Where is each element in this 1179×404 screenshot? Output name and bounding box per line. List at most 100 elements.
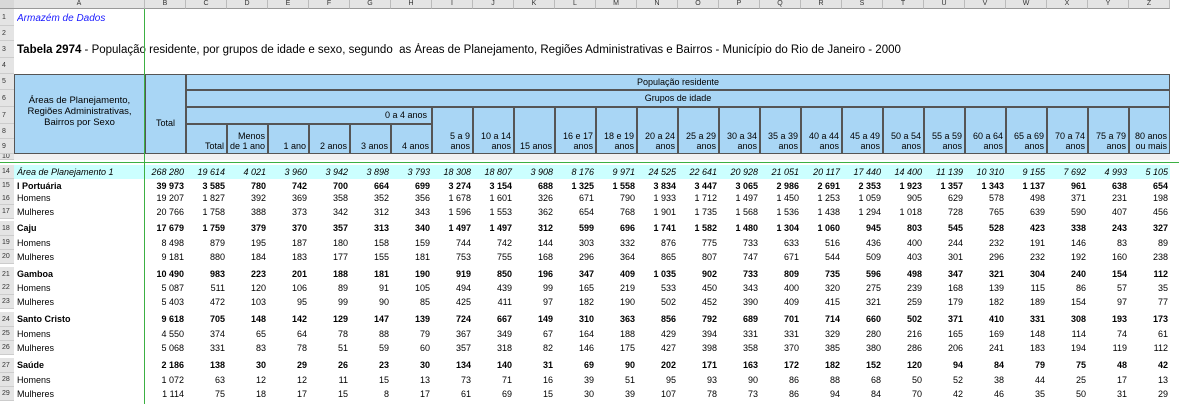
cell-value: 876 bbox=[660, 238, 676, 248]
cell-value: 303 bbox=[578, 238, 594, 248]
cell-value: 498 bbox=[1029, 193, 1045, 203]
row-label: Mulheres bbox=[17, 297, 55, 307]
column-letter: N bbox=[637, 0, 678, 9]
cell-value: 52 bbox=[952, 375, 963, 385]
cell-value: 320 bbox=[824, 283, 840, 293]
column-letter: X bbox=[1047, 0, 1088, 9]
column-header: 50 a 54 anos bbox=[883, 107, 924, 154]
cell-value: 4 993 bbox=[1104, 167, 1127, 177]
cell-value: 73 bbox=[460, 375, 471, 385]
cell-value: 363 bbox=[619, 314, 635, 324]
column-header: 40 a 44 anos bbox=[801, 107, 842, 154]
cell-value: 115 bbox=[1030, 283, 1045, 293]
cell-value: 64 bbox=[296, 329, 307, 339]
cell-value: 331 bbox=[742, 329, 758, 339]
row-number: 23 bbox=[0, 295, 14, 309]
highlight-row bbox=[14, 165, 1170, 179]
cell-value: 1 933 bbox=[653, 193, 676, 203]
freeze-line-vertical bbox=[144, 9, 145, 404]
column-letter: M bbox=[596, 0, 637, 9]
cell-value: 509 bbox=[865, 252, 881, 262]
cell-value: 140 bbox=[496, 360, 512, 370]
cell-value: 216 bbox=[906, 329, 922, 339]
cell-value: 660 bbox=[865, 314, 881, 324]
cell-value: 39 bbox=[624, 389, 635, 399]
cell-value: 400 bbox=[906, 238, 922, 248]
cell-value: 17 679 bbox=[156, 223, 184, 233]
cell-value: 340 bbox=[414, 223, 430, 233]
column-header: 30 a 34 anos bbox=[719, 107, 760, 154]
cell-value: 671 bbox=[783, 252, 799, 262]
column-header: 2 anos bbox=[309, 124, 350, 154]
column-letter: B bbox=[145, 0, 186, 9]
cell-value: 1 059 bbox=[858, 193, 881, 203]
cell-value: 629 bbox=[947, 193, 963, 203]
row-number: 1 bbox=[0, 9, 14, 26]
cell-value: 88 bbox=[378, 329, 389, 339]
row-label: Homens bbox=[17, 238, 51, 248]
cell-value: 905 bbox=[906, 193, 922, 203]
cell-value: 961 bbox=[1070, 181, 1086, 191]
cell-value: 84 bbox=[870, 389, 881, 399]
cell-value: 89 bbox=[1157, 238, 1168, 248]
column-header: 65 a 69 anos bbox=[1006, 107, 1047, 154]
source-link: Armazém de Dados bbox=[17, 13, 106, 24]
cell-value: 792 bbox=[701, 314, 717, 324]
cell-value: 599 bbox=[578, 223, 594, 233]
cell-value: 8 176 bbox=[571, 167, 594, 177]
cell-value: 370 bbox=[783, 343, 799, 353]
cell-value: 50 bbox=[1075, 389, 1086, 399]
column-letter: E bbox=[268, 0, 309, 9]
cell-value: 374 bbox=[209, 329, 225, 339]
cell-value: 19 614 bbox=[197, 167, 225, 177]
row-number: 25 bbox=[0, 327, 14, 341]
row-number: 5 bbox=[0, 74, 14, 90]
cell-value: 728 bbox=[947, 207, 963, 217]
cell-value: 755 bbox=[496, 252, 512, 262]
cell-value: 347 bbox=[947, 269, 963, 279]
cell-value: 21 051 bbox=[771, 167, 799, 177]
cell-value: 696 bbox=[619, 223, 635, 233]
cell-value: 164 bbox=[578, 329, 594, 339]
cell-value: 1 294 bbox=[858, 207, 881, 217]
cell-value: 79 bbox=[1034, 360, 1045, 370]
cell-value: 332 bbox=[619, 238, 635, 248]
row-label: Mulheres bbox=[17, 343, 55, 353]
cell-value: 42 bbox=[1157, 360, 1168, 370]
cell-value: 232 bbox=[1029, 252, 1045, 262]
cell-value: 74 bbox=[1116, 329, 1127, 339]
cell-value: 180 bbox=[332, 238, 348, 248]
cell-value: 2 691 bbox=[817, 181, 840, 191]
cell-value: 318 bbox=[496, 343, 512, 353]
cell-value: 48 bbox=[1116, 360, 1127, 370]
cell-value: 380 bbox=[865, 343, 881, 353]
row-number: 16 bbox=[0, 192, 14, 205]
cell-value: 184 bbox=[250, 252, 266, 262]
row-number: 9 bbox=[0, 139, 14, 154]
cell-value: 983 bbox=[209, 269, 225, 279]
cell-value: 919 bbox=[455, 269, 471, 279]
cell-value: 171 bbox=[701, 360, 717, 370]
cell-value: 231 bbox=[1111, 193, 1127, 203]
column-header: 70 a 74 anos bbox=[1047, 107, 1088, 154]
total-header: Total bbox=[145, 74, 186, 154]
cell-value: 400 bbox=[783, 283, 799, 293]
cell-value: 742 bbox=[496, 238, 512, 248]
cell-value: 358 bbox=[742, 343, 758, 353]
column-header: Menos de 1 ano bbox=[227, 124, 268, 154]
cell-value: 17 440 bbox=[853, 167, 881, 177]
group-header: População residente bbox=[186, 74, 1170, 90]
cell-value: 193 bbox=[1111, 314, 1127, 324]
cell-value: 17 bbox=[419, 389, 430, 399]
cell-value: 3 793 bbox=[407, 167, 430, 177]
cell-value: 65 bbox=[255, 329, 266, 339]
cell-value: 175 bbox=[619, 343, 635, 353]
row-label: Gamboa bbox=[17, 269, 54, 279]
cell-value: 155 bbox=[373, 252, 389, 262]
cell-value: 415 bbox=[824, 297, 840, 307]
cell-value: 183 bbox=[291, 252, 307, 262]
cell-value: 879 bbox=[209, 238, 225, 248]
cell-value: 1 827 bbox=[202, 193, 225, 203]
cell-value: 206 bbox=[947, 343, 963, 353]
column-letter: U bbox=[924, 0, 965, 9]
